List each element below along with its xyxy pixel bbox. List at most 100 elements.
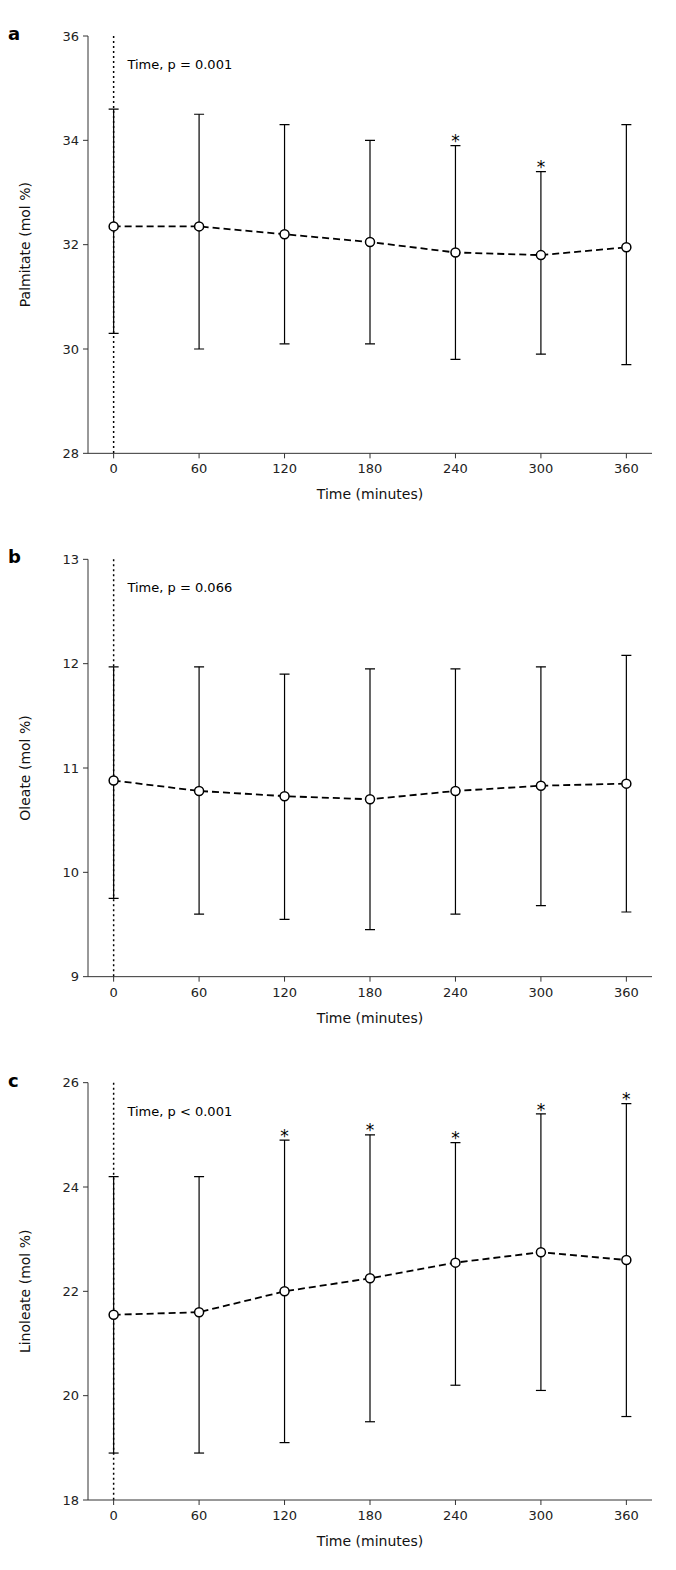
- error-bar: [536, 172, 546, 355]
- x-tick: [540, 453, 541, 458]
- marker: [536, 251, 545, 260]
- x-tick: [455, 977, 456, 982]
- x-axis-label: Time (minutes): [316, 1010, 423, 1026]
- error-bar: [109, 109, 119, 333]
- y-tick: [83, 244, 88, 245]
- y-tick-label: 20: [62, 1388, 79, 1403]
- marker: [195, 786, 204, 795]
- error-bar: [450, 1143, 460, 1386]
- error-bar: [194, 1177, 204, 1453]
- significance-star: *: [451, 1128, 460, 1148]
- reference-line: [113, 36, 115, 453]
- panel-label: a: [8, 23, 20, 44]
- x-tick: [455, 1500, 456, 1505]
- y-tick-label: 11: [62, 761, 79, 776]
- error-bar: [109, 667, 119, 899]
- x-tick-label: 360: [614, 461, 639, 476]
- error-bar: [450, 146, 460, 360]
- marker: [366, 795, 375, 804]
- x-tick-label: 60: [191, 1508, 208, 1523]
- marker: [109, 1310, 118, 1319]
- x-tick: [199, 1500, 200, 1505]
- x-tick: [199, 977, 200, 982]
- x-tick: [370, 453, 371, 458]
- y-tick: [83, 976, 88, 977]
- x-axis-label: Time (minutes): [316, 1533, 423, 1549]
- significance-star: *: [537, 157, 546, 177]
- y-tick: [83, 36, 88, 37]
- y-tick-label: 26: [62, 1075, 79, 1090]
- y-tick-label: 34: [62, 133, 79, 148]
- y-tick: [83, 1395, 88, 1396]
- x-tick-label: 180: [358, 1508, 383, 1523]
- x-tick: [455, 453, 456, 458]
- y-tick-label: 22: [62, 1284, 79, 1299]
- x-tick-label: 0: [109, 461, 117, 476]
- x-tick: [540, 977, 541, 982]
- panel: 0601201802403003601820222426Time (minute…: [8, 1070, 652, 1549]
- annotation: Time, p = 0.066: [126, 580, 232, 595]
- series-line: [114, 1252, 627, 1315]
- x-tick-label: 360: [614, 985, 639, 1000]
- significance-star: *: [537, 1100, 546, 1120]
- marker: [622, 779, 631, 788]
- marker: [109, 776, 118, 785]
- x-axis-label: Time (minutes): [316, 486, 423, 502]
- y-tick-label: 28: [62, 446, 79, 461]
- significance-star: *: [622, 1089, 631, 1109]
- annotation: Time, p = 0.001: [126, 57, 232, 72]
- significance-star: *: [366, 1120, 375, 1140]
- y-tick-label: 36: [62, 29, 79, 44]
- y-tick: [83, 349, 88, 350]
- x-tick: [370, 977, 371, 982]
- error-bar: [365, 1135, 375, 1422]
- y-tick-label: 9: [71, 969, 79, 984]
- x-tick-label: 240: [443, 461, 468, 476]
- error-bar: [536, 667, 546, 906]
- y-tick-label: 10: [62, 865, 79, 880]
- marker: [451, 786, 460, 795]
- x-tick-label: 180: [358, 985, 383, 1000]
- x-tick-label: 0: [109, 985, 117, 1000]
- plot-area: [109, 36, 632, 453]
- error-bar: [280, 125, 290, 344]
- y-tick-label: 13: [62, 552, 79, 567]
- y-tick: [83, 1187, 88, 1188]
- reference-line: [113, 559, 115, 976]
- x-tick: [113, 1500, 114, 1505]
- y-tick: [83, 140, 88, 141]
- error-bar: [109, 1177, 119, 1453]
- x-tick: [284, 977, 285, 982]
- x-tick: [626, 1500, 627, 1505]
- error-bar: [194, 114, 204, 349]
- marker: [366, 238, 375, 247]
- y-tick-label: 32: [62, 237, 79, 252]
- panel-label: c: [8, 1070, 19, 1091]
- marker: [280, 230, 289, 239]
- y-tick: [83, 1291, 88, 1292]
- error-bar: [280, 674, 290, 919]
- y-axis-label: Linoleate (mol %): [17, 1230, 33, 1354]
- y-axis-label: Palmitate (mol %): [17, 182, 33, 307]
- marker: [622, 1256, 631, 1265]
- x-tick: [284, 453, 285, 458]
- x-tick: [113, 977, 114, 982]
- marker: [195, 222, 204, 231]
- y-tick: [83, 1500, 88, 1501]
- marker: [536, 781, 545, 790]
- error-bar: [194, 667, 204, 914]
- x-tick-label: 0: [109, 1508, 117, 1523]
- x-tick-label: 120: [272, 1508, 297, 1523]
- marker: [451, 1258, 460, 1267]
- x-tick: [370, 1500, 371, 1505]
- x-tick-label: 60: [191, 461, 208, 476]
- x-tick: [626, 977, 627, 982]
- x-tick-label: 120: [272, 461, 297, 476]
- y-tick: [83, 872, 88, 873]
- x-tick-label: 60: [191, 985, 208, 1000]
- y-tick: [83, 663, 88, 664]
- panel-label: b: [8, 546, 21, 567]
- x-tick: [284, 1500, 285, 1505]
- marker: [622, 243, 631, 252]
- error-bar: [365, 140, 375, 343]
